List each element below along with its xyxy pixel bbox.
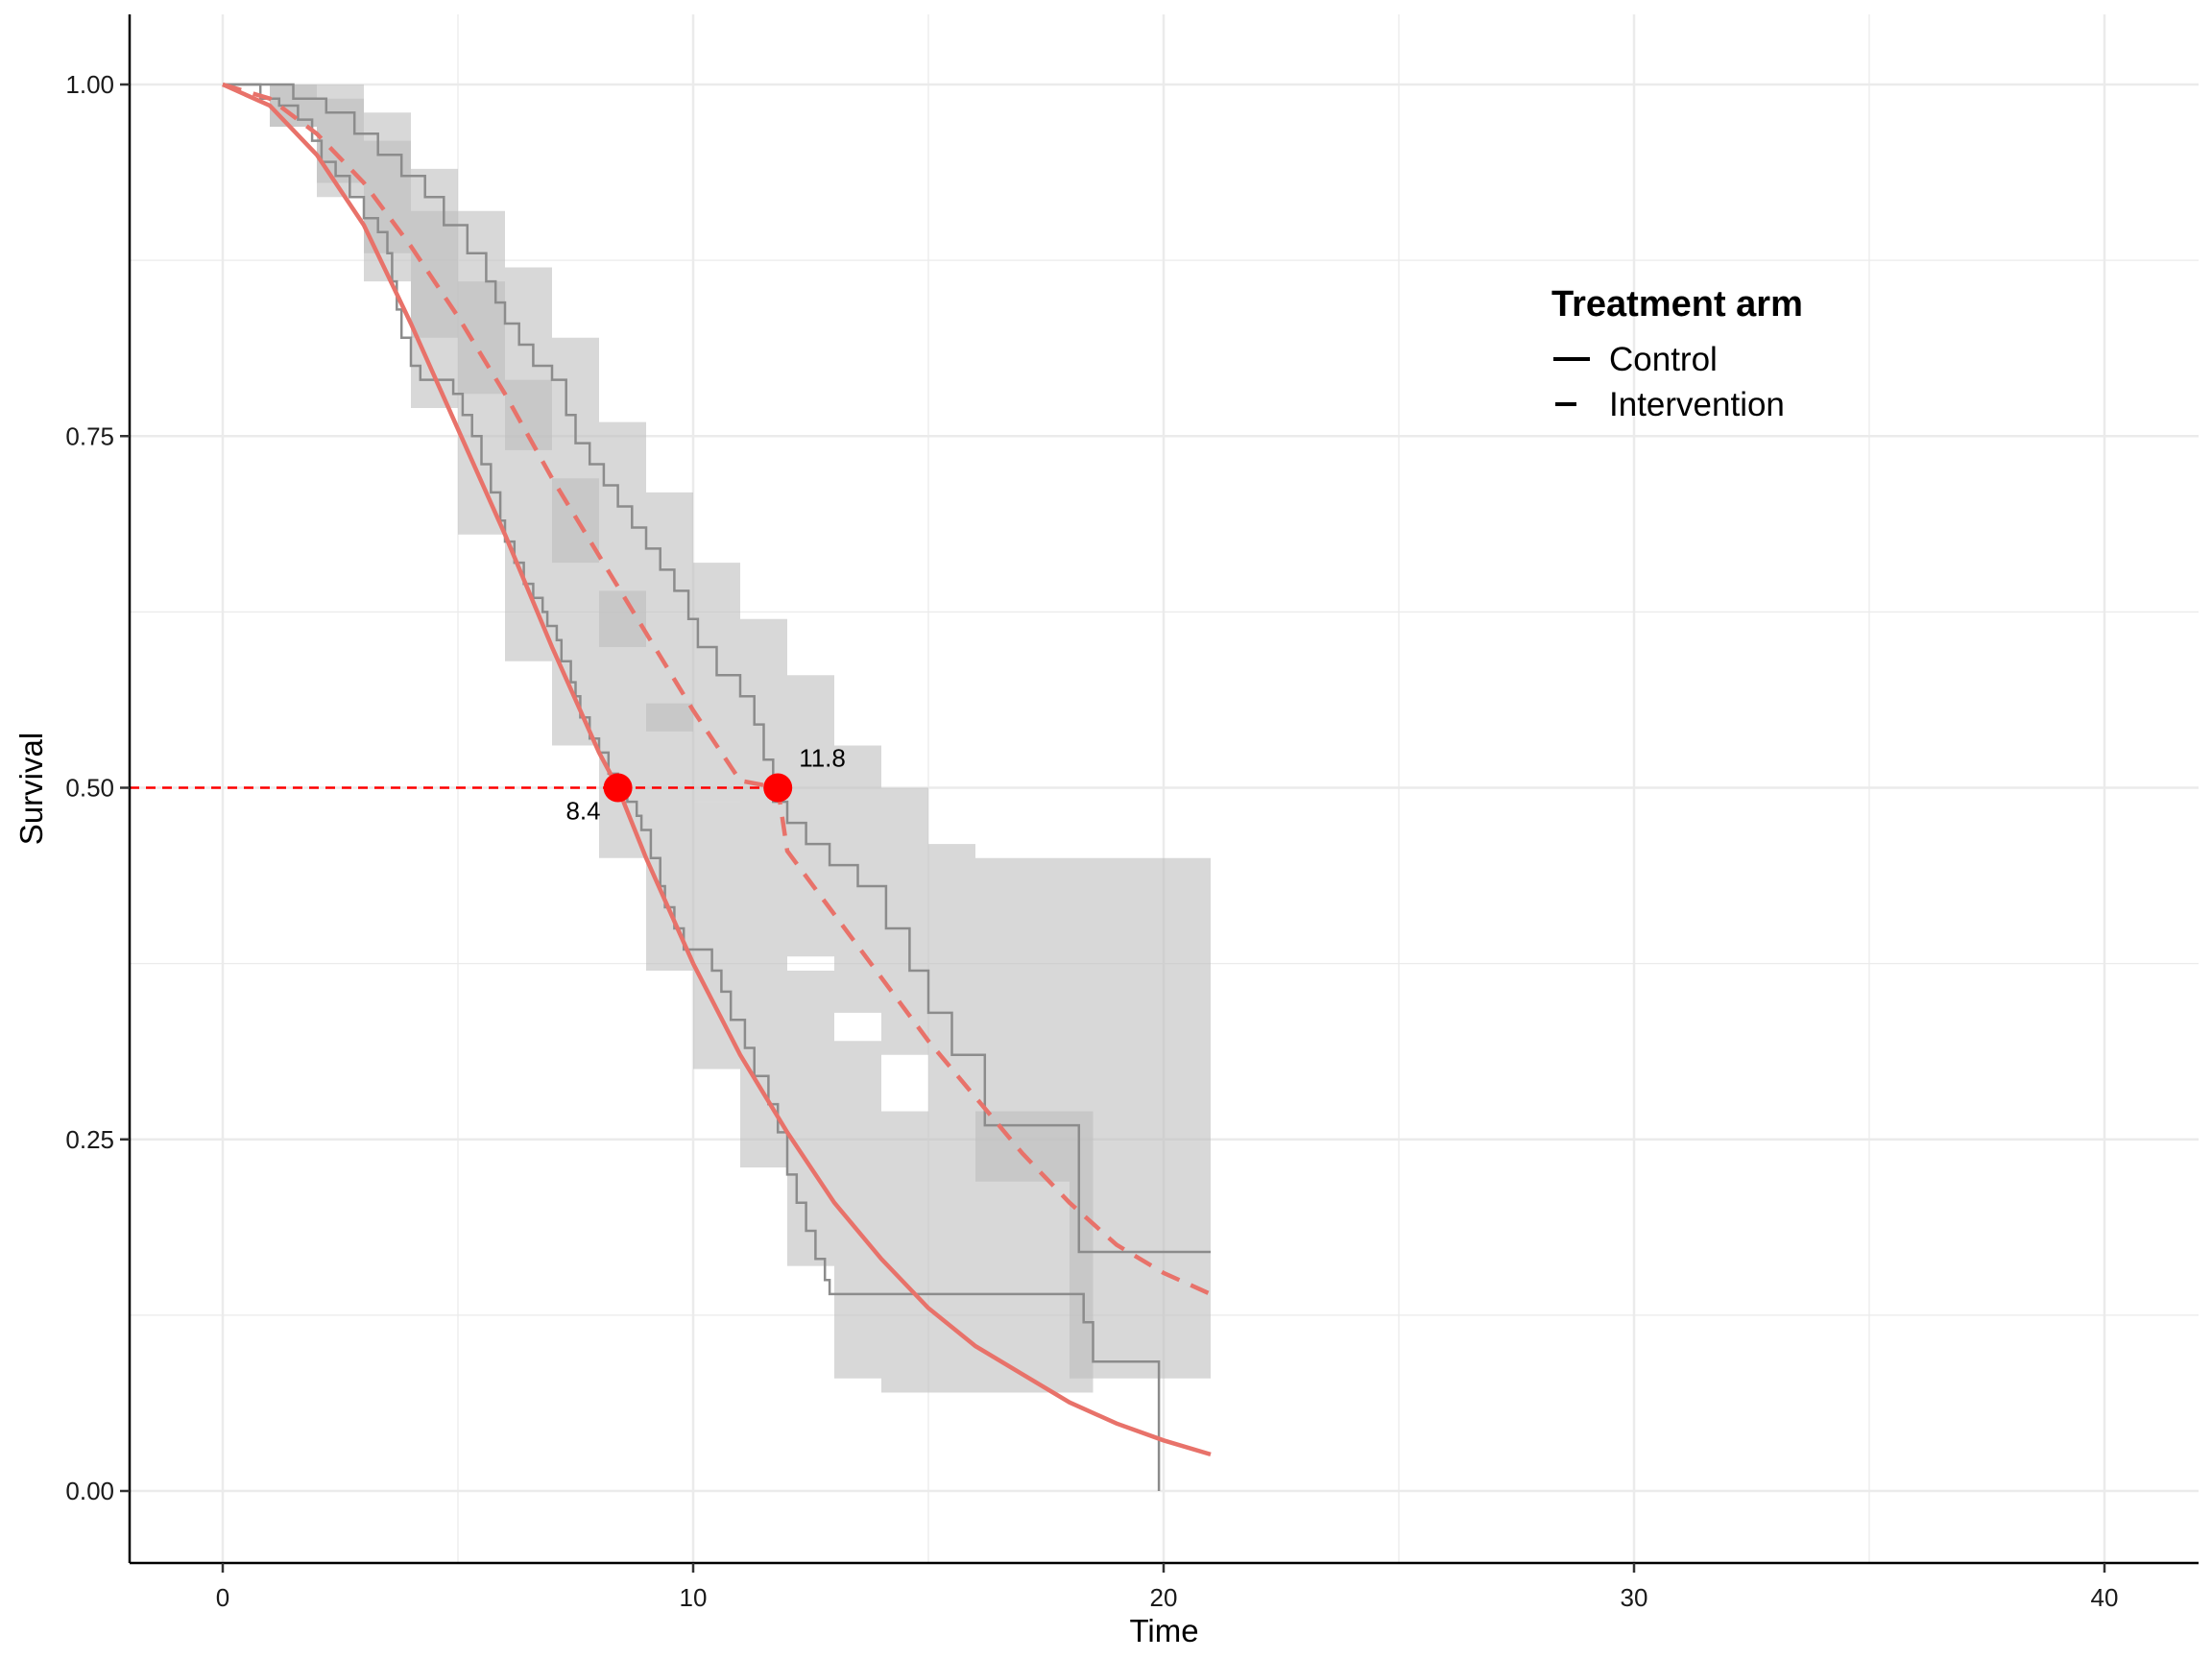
ci-ribbon-intervention — [223, 84, 1211, 1399]
y-tick-label: 0.75 — [65, 421, 114, 450]
median-label-control: 8.4 — [565, 797, 600, 826]
legend: Treatment arm Control Intervention — [1551, 284, 1803, 423]
x-tick-label: 0 — [216, 1583, 229, 1612]
fitted-curve-intervention — [222, 82, 1212, 1296]
y-ticks: 0.00 0.25 0.50 0.75 1.00 — [65, 70, 130, 1505]
confidence-ribbons — [223, 84, 1211, 1449]
x-tick-label: 20 — [1150, 1583, 1178, 1612]
y-axis-title: Survival — [13, 733, 49, 845]
x-tick-label: 30 — [1621, 1583, 1648, 1612]
fitted-curves — [222, 82, 1212, 1457]
x-axis-title: Time — [1129, 1613, 1198, 1648]
median-label-intervention: 11.8 — [799, 744, 846, 773]
ci-ribbon-control — [223, 84, 1094, 1449]
y-tick-label: 0.00 — [65, 1477, 114, 1505]
legend-title: Treatment arm — [1551, 284, 1803, 325]
x-tick-label: 40 — [2091, 1583, 2119, 1612]
x-tick-label: 10 — [680, 1583, 708, 1612]
legend-label-control: Control — [1609, 341, 1718, 378]
y-tick-label: 0.50 — [65, 774, 114, 803]
legend-label-intervention: Intervention — [1609, 386, 1785, 423]
fitted-curve-control — [222, 82, 1212, 1457]
y-tick-label: 0.25 — [65, 1125, 114, 1154]
y-tick-label: 1.00 — [65, 70, 114, 99]
median-point-intervention — [763, 773, 793, 803]
median-markers: 8.4 11.8 — [130, 744, 846, 826]
km-curve-intervention — [223, 83, 1211, 1254]
x-ticks: 0 10 20 30 40 — [216, 1563, 2119, 1612]
median-point-control — [603, 773, 633, 803]
